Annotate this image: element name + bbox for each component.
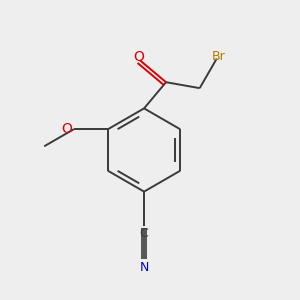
Text: Br: Br xyxy=(212,50,225,63)
Text: N: N xyxy=(140,262,149,275)
Text: O: O xyxy=(61,122,72,136)
Text: O: O xyxy=(133,50,144,64)
Text: C: C xyxy=(140,227,148,240)
